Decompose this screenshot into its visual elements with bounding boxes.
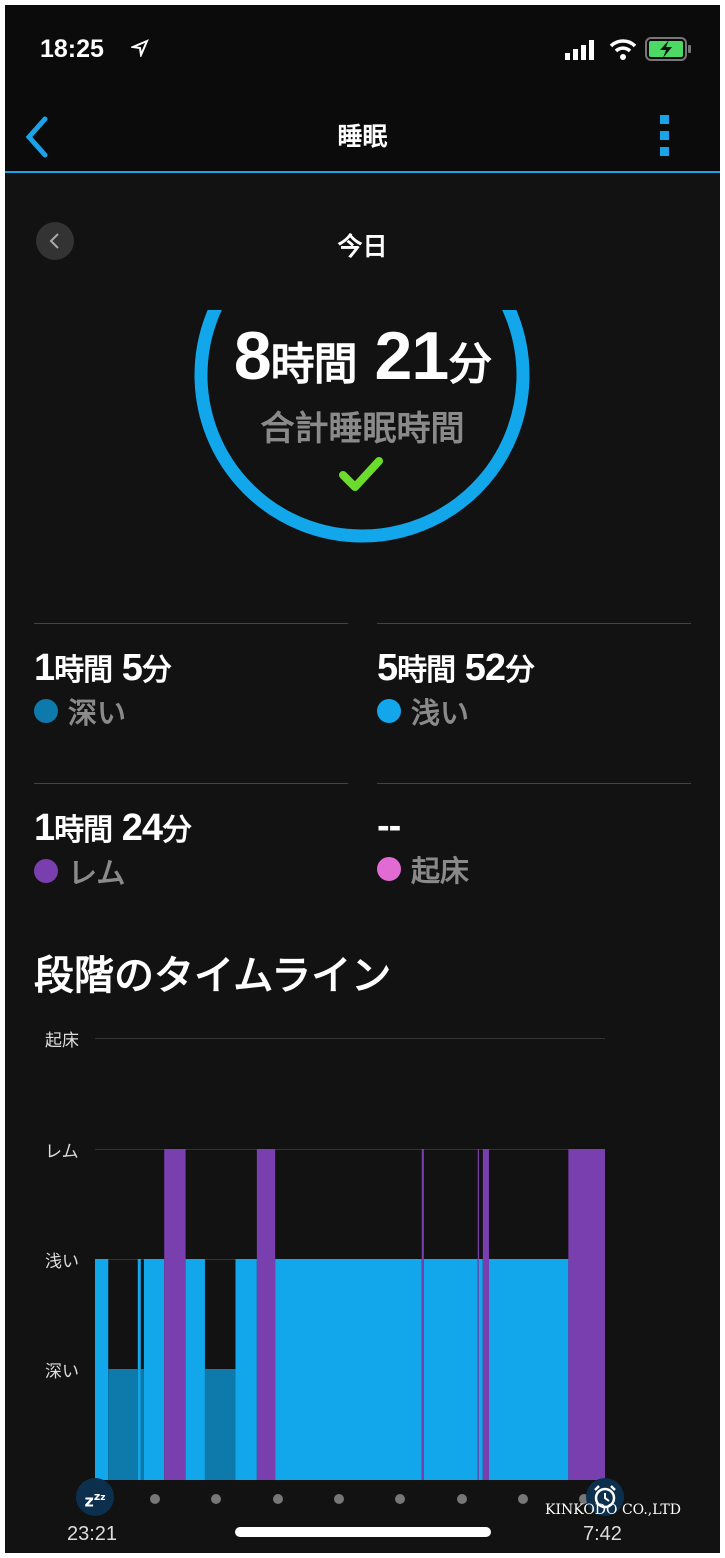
status-bar: 18:25 — [5, 5, 720, 95]
timeline-segment-17 — [568, 1149, 605, 1480]
x-axis-dot — [150, 1494, 160, 1504]
status-time: 18:25 — [40, 35, 104, 63]
timeline-segment-6 — [185, 1259, 205, 1480]
deep-color-dot — [34, 699, 58, 723]
sleep-zzz-icon: zzz — [76, 1478, 114, 1516]
timeline-segment-9 — [256, 1149, 276, 1480]
total-sleep-label: 合計睡眠時間 — [260, 409, 465, 449]
timeline-segment-0 — [95, 1259, 109, 1480]
timeline-segment-15 — [482, 1149, 489, 1480]
end-time-label: 7:42 — [583, 1523, 622, 1545]
chevron-left-icon — [49, 233, 59, 249]
timeline-segment-13 — [477, 1149, 479, 1480]
x-axis-dot — [272, 1494, 283, 1504]
checkmark-icon — [339, 457, 383, 491]
home-indicator[interactable] — [235, 1527, 491, 1537]
light-color-dot — [377, 699, 401, 723]
rem-color-dot — [34, 859, 58, 883]
stat-awake: -- 起床 — [377, 805, 470, 888]
timeline-segment-7 — [204, 1369, 236, 1480]
battery-charging-icon — [645, 37, 691, 61]
timeline-segment-1 — [108, 1369, 138, 1480]
awake-color-dot — [377, 857, 401, 881]
nav-bar: 睡眠 — [5, 95, 720, 173]
y-label-deep: 深い — [45, 1362, 79, 1382]
timeline-segment-2 — [137, 1259, 141, 1480]
timeline-chart — [95, 1149, 605, 1480]
location-arrow-icon — [131, 39, 149, 57]
alarm-clock-icon — [586, 1478, 624, 1516]
y-label-light: 浅い — [45, 1252, 79, 1272]
stat-rem: 1時間 24分 レム — [34, 807, 192, 890]
x-axis-dot — [517, 1494, 528, 1504]
timeline-segment-16 — [488, 1259, 569, 1480]
timeline-segment-14 — [478, 1259, 483, 1480]
stat-deep: 1時間 5分 深い — [34, 647, 172, 730]
timeline-segment-3 — [140, 1369, 144, 1480]
more-menu-button[interactable] — [660, 115, 670, 156]
total-sleep-value: 8時間 21分 — [233, 318, 492, 394]
phone-screen: 18:25 睡眠 今日 8時間 21分 合計睡眠時間 1時間 5分 深い 5時間… — [5, 5, 720, 1553]
x-axis-dot — [579, 1494, 590, 1504]
timeline-segment-8 — [235, 1259, 257, 1480]
gridline — [95, 1149, 605, 1150]
timeline-segment-5 — [164, 1149, 186, 1480]
signal-icon — [565, 40, 594, 60]
back-button[interactable] — [23, 115, 51, 159]
watermark: KINKODO CO.,LTD — [545, 1502, 681, 1518]
timeline-segment-10 — [275, 1259, 422, 1480]
wifi-icon — [609, 39, 637, 60]
timeline-title: 段階のタイムライン — [34, 953, 392, 999]
gridline — [95, 1038, 605, 1039]
sleep-ring — [155, 310, 570, 560]
y-label-rem: レム — [45, 1142, 79, 1162]
y-label-awake: 起床 — [45, 1031, 79, 1051]
timeline-segment-11 — [421, 1149, 424, 1480]
start-time-label: 23:21 — [67, 1523, 118, 1545]
date-label: 今日 — [337, 232, 388, 261]
x-axis-dot — [456, 1494, 467, 1504]
stat-light: 5時間 52分 浅い — [377, 647, 535, 730]
x-axis-dot — [395, 1494, 406, 1504]
page-title: 睡眠 — [337, 122, 388, 151]
timeline-segment-4 — [143, 1259, 165, 1480]
timeline-segment-12 — [423, 1259, 478, 1480]
previous-day-button[interactable] — [36, 222, 74, 260]
x-axis-dot — [211, 1494, 222, 1504]
x-axis-dot — [333, 1494, 344, 1504]
